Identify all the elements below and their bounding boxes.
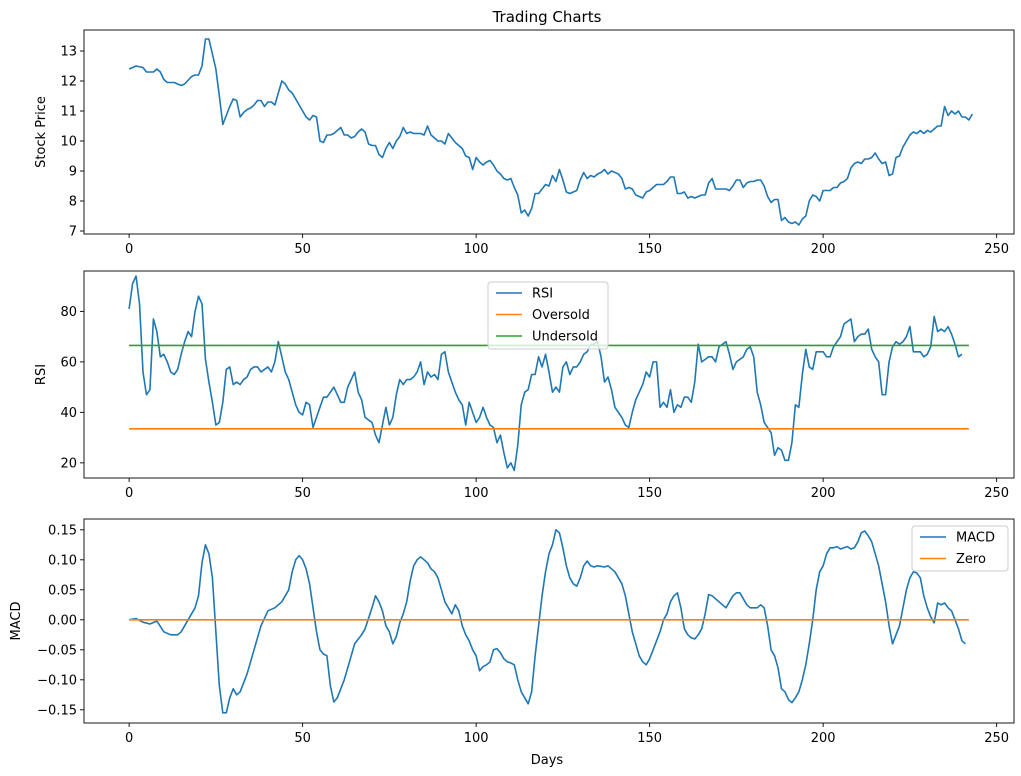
y-tick-label: 8 — [69, 195, 77, 210]
chart-panel-3: 0 50 100 150 200 250 −0.15 −0.10 −0.05 0.00 0.05 0.… — [9, 518, 1015, 746]
series-line-macd — [128, 529, 966, 714]
x-tick-label: 150 — [637, 731, 662, 746]
legend-box — [487, 281, 609, 350]
y-tick-label: 11 — [60, 105, 77, 120]
y-tick-label: 12 — [60, 75, 77, 90]
y-axis-label: MACD — [9, 602, 24, 641]
y-tick-label: 40 — [60, 406, 77, 421]
x-tick-label: 0 — [125, 242, 133, 257]
y-tick-label: 60 — [60, 355, 77, 370]
x-axis-label: Days — [531, 753, 564, 768]
y-tick-label: −0.10 — [37, 673, 77, 688]
figure-title: Trading Charts — [492, 8, 602, 26]
y-tick-label: 10 — [60, 135, 77, 150]
x-tick-label: 50 — [294, 242, 311, 257]
y-tick-label: −0.05 — [37, 643, 77, 658]
axes-frame — [83, 270, 1015, 479]
x-tick-label: 50 — [294, 486, 311, 501]
y-tick-label: 13 — [60, 45, 77, 60]
y-tick-label: 0.10 — [48, 553, 77, 568]
x-tick-label: 200 — [811, 731, 836, 746]
y-tick-label: −0.15 — [37, 703, 77, 718]
x-tick-label: 250 — [984, 242, 1009, 257]
x-tick-label: 100 — [464, 242, 489, 257]
x-tick-label: 200 — [811, 486, 836, 501]
legend-label: Oversold — [532, 308, 590, 323]
x-tick-label: 150 — [637, 242, 662, 257]
y-tick-label: 0.00 — [48, 613, 77, 628]
series-line-rsi — [128, 275, 963, 472]
x-tick-label: 50 — [294, 731, 311, 746]
legend: RSI Oversold Undersold — [487, 281, 609, 350]
y-axis-label: RSI — [34, 364, 49, 385]
x-tick-label: 100 — [464, 486, 489, 501]
chart-panel-2: 0 50 100 150 200 250 20 40 60 80 RSI RSI Oversold Und… — [34, 270, 1015, 501]
legend-label: Zero — [956, 552, 986, 567]
x-tick-label: 250 — [984, 486, 1009, 501]
y-axis-label: Stock Price — [34, 96, 49, 168]
y-tick-label: 80 — [60, 305, 77, 320]
legend: MACD Zero — [911, 525, 1009, 572]
x-tick-label: 0 — [125, 486, 133, 501]
legend-label: RSI — [532, 287, 553, 302]
x-tick-label: 100 — [464, 731, 489, 746]
x-tick-label: 150 — [637, 486, 662, 501]
y-tick-label: 0.15 — [48, 523, 77, 538]
chart-panel-1: 0 50 100 150 200 250 7 8 9 10 11 12 13 Stock Price — [34, 29, 1015, 257]
y-tick-label: 0.05 — [48, 583, 77, 598]
y-tick-label: 9 — [69, 165, 77, 180]
y-tick-label: 7 — [69, 225, 77, 240]
x-tick-label: 250 — [984, 731, 1009, 746]
axes-frame — [83, 518, 1015, 724]
x-tick-label: 0 — [125, 731, 133, 746]
axes-frame — [83, 29, 1015, 235]
series-line-price — [128, 38, 974, 226]
legend-label: MACD — [956, 531, 995, 546]
x-tick-label: 200 — [811, 242, 836, 257]
y-tick-label: 20 — [60, 456, 77, 471]
legend-label: Undersold — [532, 330, 598, 345]
